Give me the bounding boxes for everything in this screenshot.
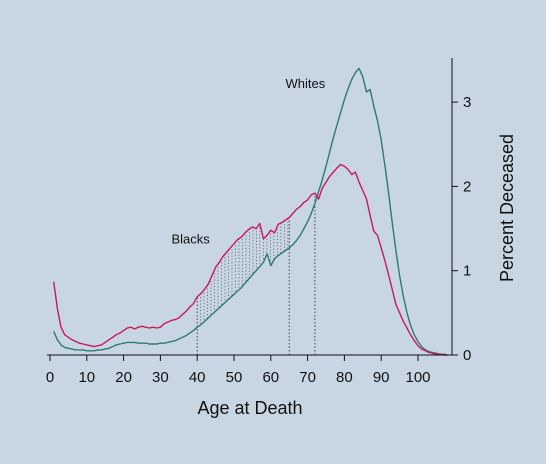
x-tick-label: 40 <box>189 369 206 386</box>
series-line-blacks <box>53 163 448 356</box>
x-tick-label: 70 <box>299 369 316 386</box>
x-tick-label: 60 <box>262 369 279 386</box>
reference-lines <box>196 193 316 355</box>
series-lines <box>53 67 448 356</box>
series-line-whites <box>53 67 448 356</box>
x-tick-label: 0 <box>46 369 54 386</box>
x-tick-label: 30 <box>152 369 169 386</box>
x-tick-label: 10 <box>78 369 95 386</box>
y-tick-label: 2 <box>463 178 471 195</box>
annotation-blacks: Blacks <box>171 232 210 247</box>
x-tick-label: 80 <box>336 369 353 386</box>
x-ticks: 0 10 20 30 40 50 60 70 80 90 100 <box>46 355 431 386</box>
y-tick-label: 3 <box>463 94 471 111</box>
excess-mortality-hatching <box>200 218 289 325</box>
x-tick-label: 50 <box>226 369 243 386</box>
y-ticks: 0 1 2 3 <box>452 94 471 364</box>
x-axis-title: Age at Death <box>197 398 302 418</box>
y-axis-title: Percent Deceased <box>497 134 517 282</box>
x-tick-label: 90 <box>373 369 390 386</box>
annotations: Whites Blacks <box>171 76 325 247</box>
y-tick-label: 0 <box>463 347 471 364</box>
annotation-whites: Whites <box>286 76 326 91</box>
y-tick-label: 1 <box>463 263 471 280</box>
x-tick-label: 20 <box>115 369 132 386</box>
axes <box>47 58 453 356</box>
x-tick-label: 100 <box>405 369 430 386</box>
